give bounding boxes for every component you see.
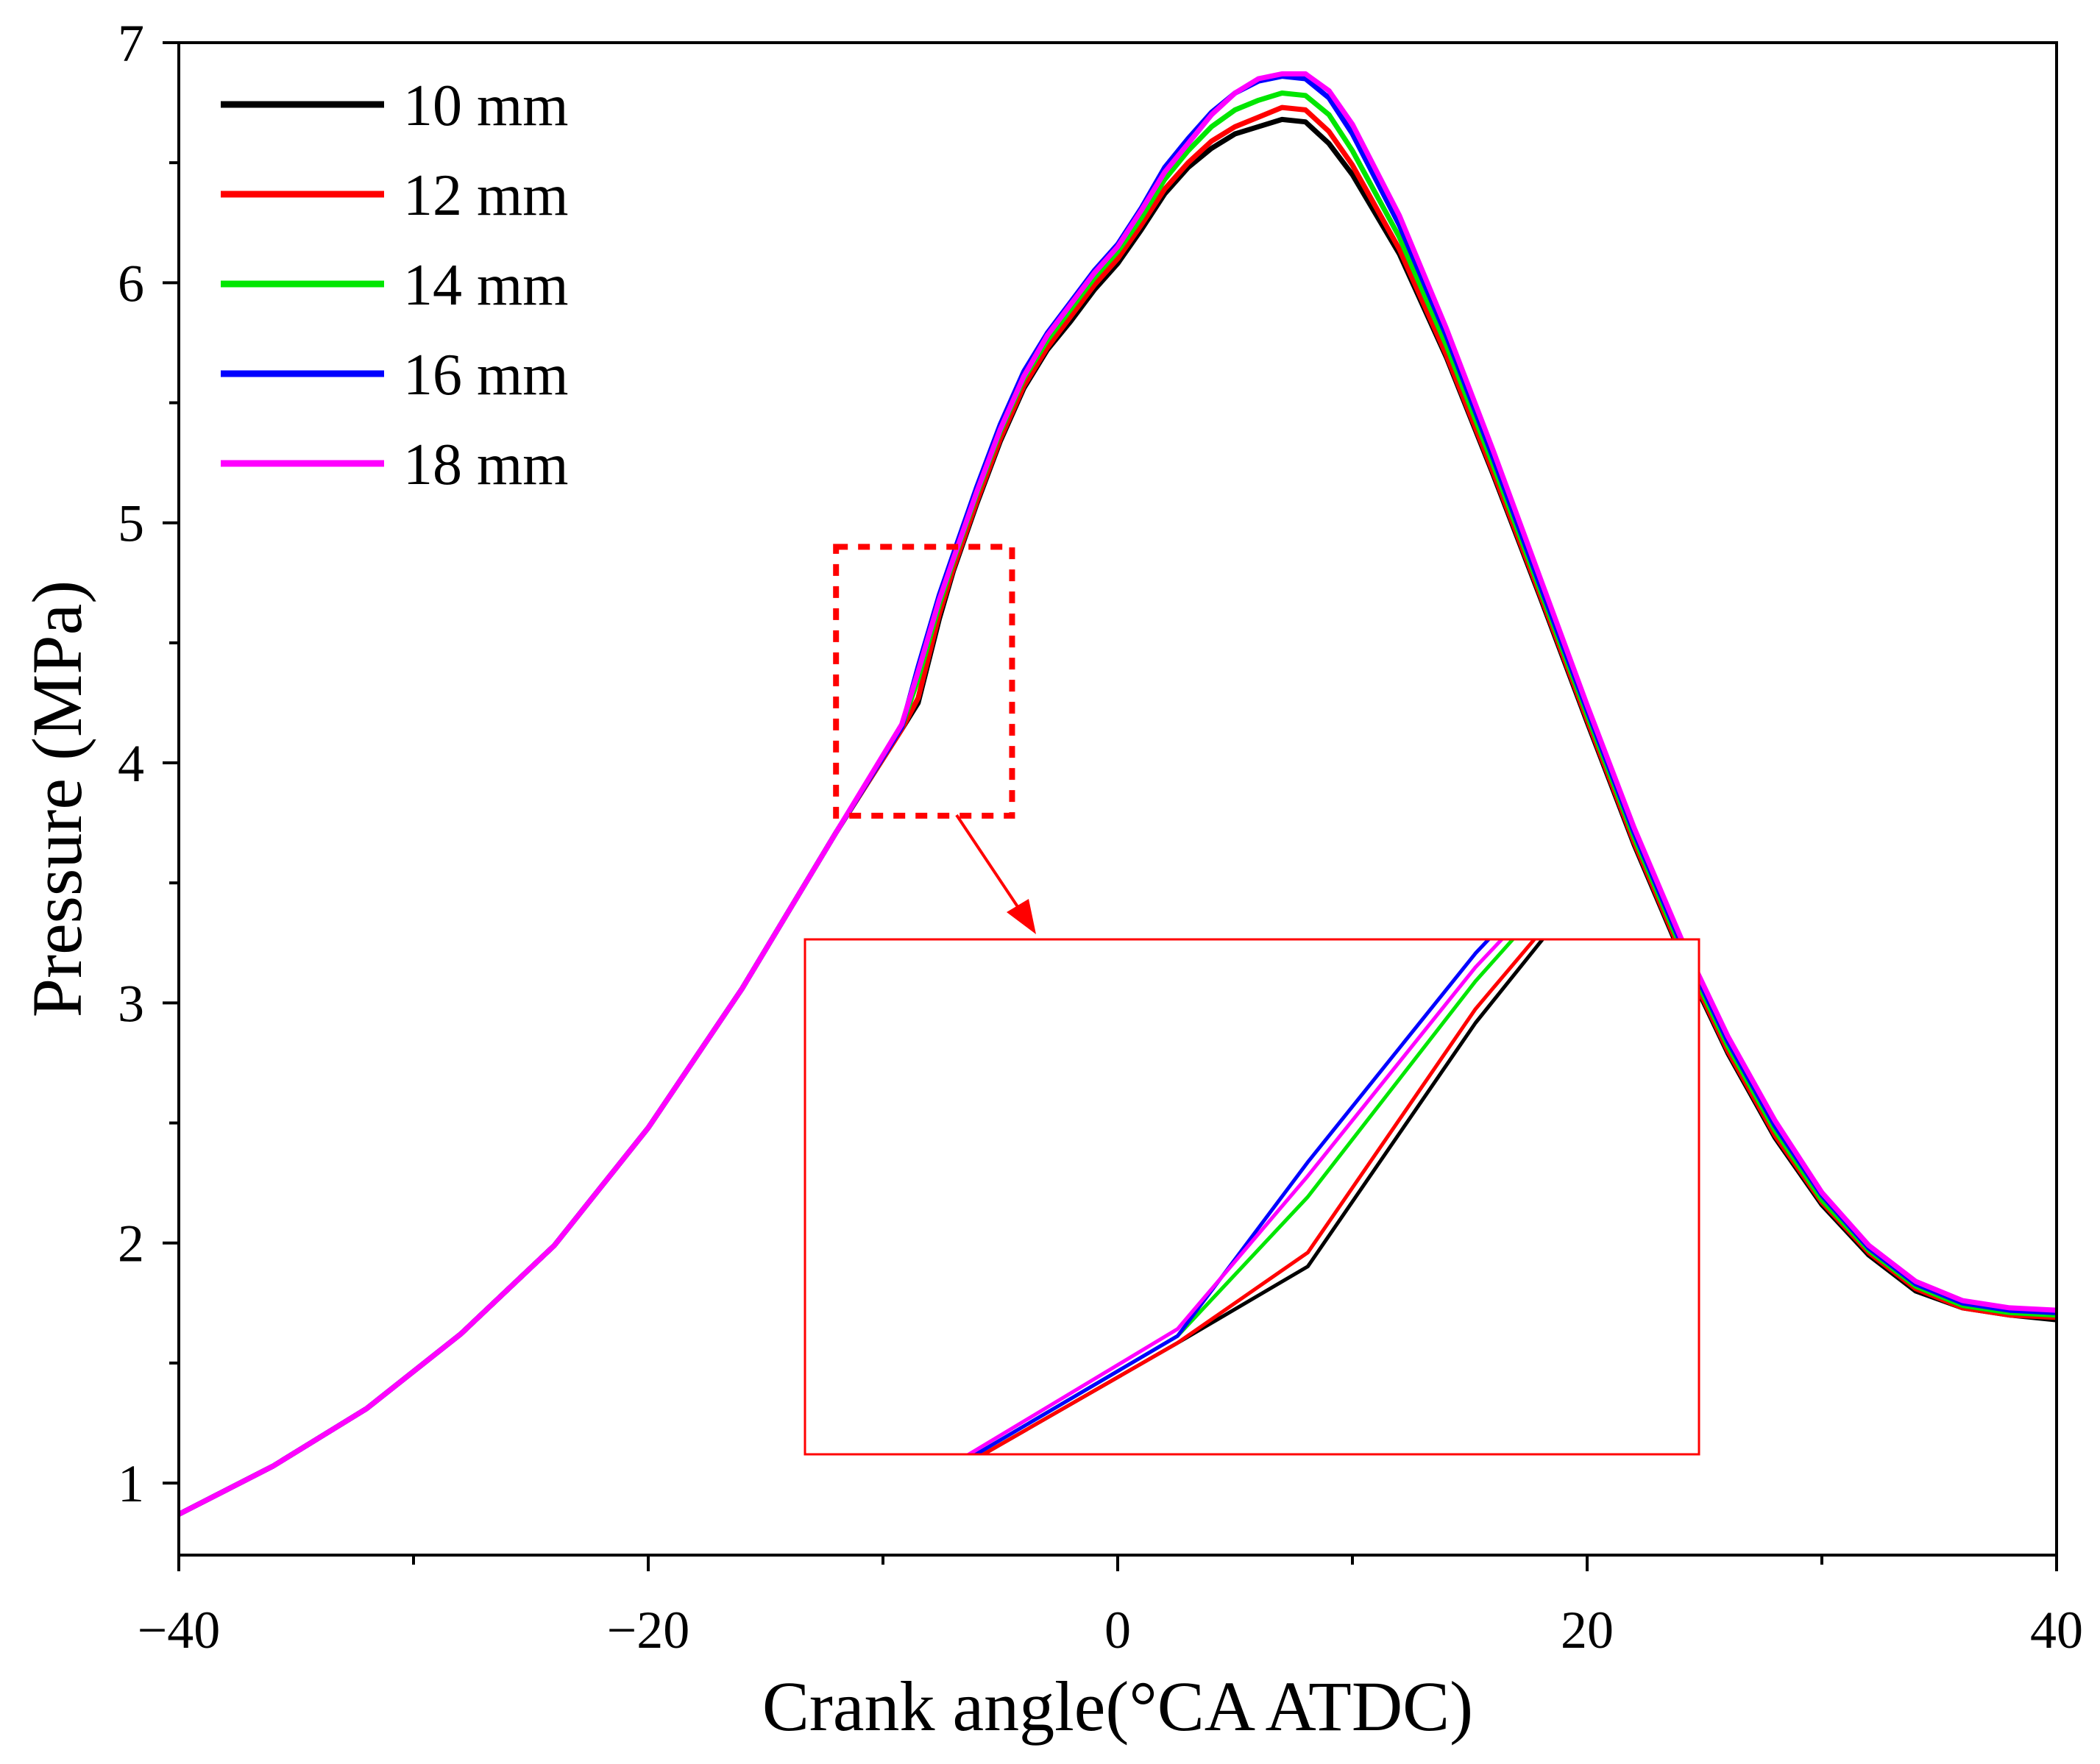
inset-series-line-5 — [965, 939, 1505, 1454]
x-tick-label: 40 — [2030, 1601, 2083, 1660]
legend-label: 10 mm — [403, 74, 568, 138]
axes — [163, 41, 2058, 1571]
x-tick-label: −20 — [607, 1601, 690, 1660]
legend-label: 12 mm — [403, 163, 568, 228]
legend-label: 14 mm — [403, 253, 568, 318]
legend: 10 mm 12 mm 14 mm 16 mm 18 mm — [221, 74, 568, 497]
zoom-arrow-head — [1007, 899, 1036, 934]
inset-series-line-4 — [972, 939, 1491, 1454]
zoom-indicator — [833, 544, 1036, 934]
legend-label: 18 mm — [403, 433, 568, 497]
zoom-region-box — [833, 544, 1015, 819]
y-axis-title: Pressure (MPa) — [18, 580, 96, 1018]
x-tick-label: −40 — [138, 1601, 221, 1660]
y-tick-label: 5 — [118, 494, 144, 553]
x-tick-label: 20 — [1561, 1601, 1614, 1660]
series-layer — [179, 71, 2057, 1517]
series-line-5 — [179, 71, 2057, 1517]
y-tick-label: 4 — [118, 734, 144, 793]
y-tick-label: 2 — [118, 1214, 144, 1273]
inset-frame — [804, 938, 1700, 1456]
y-tick-label: 3 — [118, 974, 144, 1033]
x-axis-title: Crank angle(°CA ATDC) — [762, 1667, 1473, 1746]
y-tick-label: 1 — [118, 1454, 144, 1513]
legend-label: 16 mm — [403, 343, 568, 408]
inset-series-layer — [965, 939, 1545, 1454]
x-tick-label: 0 — [1104, 1601, 1131, 1660]
inset-background — [805, 939, 1699, 1454]
y-tick-label: 7 — [118, 14, 144, 73]
tick-labels: −40 −20 0 20 40 1 2 3 4 5 6 7 — [118, 14, 2083, 1660]
inset-series-line-2 — [979, 939, 1537, 1454]
y-tick-label: 6 — [118, 254, 144, 313]
inset-zoom-plot — [804, 938, 1700, 1456]
zoom-arrow-line — [955, 814, 1029, 922]
